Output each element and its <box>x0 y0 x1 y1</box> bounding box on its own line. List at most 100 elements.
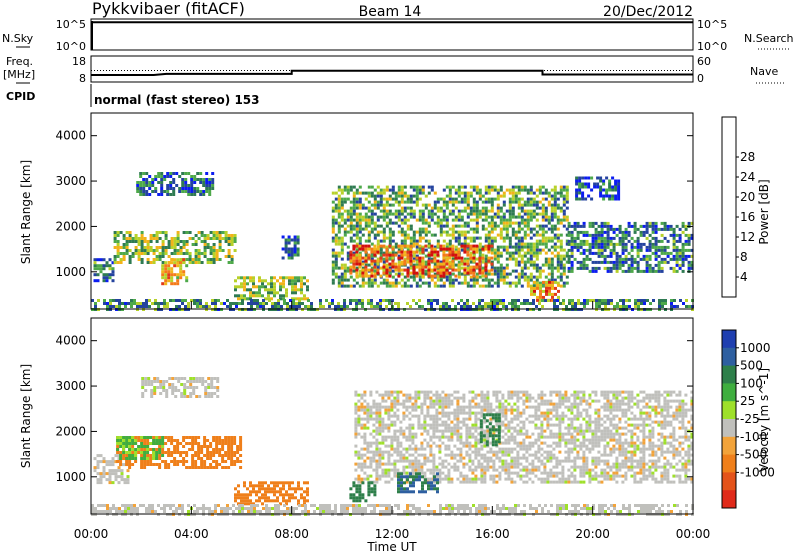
heatmap-cell <box>249 484 252 488</box>
heatmap-cell <box>369 459 373 463</box>
heatmap-cell <box>614 179 618 183</box>
heatmap-cell <box>594 251 598 255</box>
heatmap-cell <box>337 278 341 282</box>
heatmap-cell <box>608 197 612 201</box>
heatmap-cell <box>690 248 694 252</box>
heatmap-cell <box>423 429 427 433</box>
heatmap-cell <box>445 259 449 263</box>
heatmap-cell <box>529 209 533 213</box>
heatmap-cell <box>331 200 335 204</box>
heatmap-cell <box>405 465 409 469</box>
heatmap-cell <box>423 426 427 430</box>
heatmap-cell <box>523 200 527 204</box>
heatmap-cell <box>146 249 150 252</box>
heatmap-cell <box>161 246 165 249</box>
heatmap-cell <box>412 244 416 248</box>
heatmap-cell <box>108 463 112 467</box>
heatmap-cell <box>334 191 338 195</box>
heatmap-cell <box>436 224 440 228</box>
heatmap-cell <box>282 493 285 497</box>
heatmap-cell <box>529 242 533 246</box>
heatmap-cell <box>111 472 115 476</box>
heatmap-cell <box>182 460 186 463</box>
heatmap-cell <box>487 209 491 213</box>
heatmap-cell <box>618 236 622 240</box>
heatmap-cell <box>334 305 337 308</box>
heatmap-cell <box>364 281 368 285</box>
heatmap-cell <box>630 257 634 261</box>
heatmap-cell <box>596 176 600 180</box>
heatmap-cell <box>533 286 536 290</box>
heatmap-cell <box>484 218 488 222</box>
heatmap-cell <box>450 402 454 406</box>
heatmap-cell <box>252 279 255 283</box>
heatmap-cell <box>633 245 637 249</box>
heatmap-cell <box>499 272 503 276</box>
heatmap-cell <box>678 251 682 255</box>
heatmap-cell <box>415 218 419 222</box>
heatmap-cell <box>363 399 367 403</box>
heatmap-cell <box>293 247 297 251</box>
heatmap-cell <box>285 481 288 485</box>
heatmap-cell <box>663 257 667 261</box>
heatmap-cell <box>442 239 446 243</box>
heatmap-cell <box>112 305 115 308</box>
heatmap-cell <box>204 389 208 392</box>
heatmap-cell <box>349 256 353 260</box>
heatmap-cell <box>372 423 376 427</box>
heatmap-cell <box>185 243 189 246</box>
heatmap-cell <box>274 305 277 308</box>
heatmap-cell <box>385 268 389 272</box>
heatmap-cell <box>672 227 676 231</box>
heatmap-cell <box>364 239 368 243</box>
heatmap-cell <box>246 282 249 286</box>
heatmap-cell <box>134 249 138 252</box>
heatmap-cell <box>559 242 563 246</box>
heatmap-cell <box>252 490 255 494</box>
heatmap-cell <box>496 188 500 192</box>
heatmap-cell <box>234 487 237 491</box>
heatmap-cell <box>385 256 389 260</box>
heatmap-cell <box>369 393 373 397</box>
heatmap-cell <box>337 194 341 198</box>
heatmap-cell <box>173 237 177 240</box>
heatmap-cell <box>331 191 335 195</box>
heatmap-cell <box>663 245 667 249</box>
heatmap-cell <box>373 281 377 285</box>
heatmap-cell <box>361 227 365 231</box>
heatmap-cell <box>447 426 451 430</box>
heatmap-cell <box>366 474 370 478</box>
heatmap-cell <box>450 426 454 430</box>
heatmap-cell <box>390 402 394 406</box>
heatmap-cell <box>176 252 180 255</box>
heatmap-cell <box>111 481 115 485</box>
heatmap-cell <box>258 490 261 494</box>
heatmap-cell <box>535 248 539 252</box>
heatmap-cell <box>409 194 413 198</box>
heatmap-cell <box>553 194 557 198</box>
heatmap-cell <box>177 389 181 392</box>
heatmap-cell <box>523 233 527 237</box>
heatmap-cell <box>418 230 422 234</box>
heatmap-cell <box>212 448 216 451</box>
heatmap-cell <box>529 245 533 249</box>
heatmap-cell <box>517 236 521 240</box>
heatmap-cell <box>331 251 335 255</box>
heatmap-cell <box>578 197 582 201</box>
heatmap-cell <box>435 465 439 469</box>
heatmap-cell <box>149 261 153 264</box>
heatmap-cell <box>415 191 419 195</box>
heatmap-cell <box>469 256 473 260</box>
heatmap-cell <box>648 233 652 237</box>
heatmap-cell <box>411 435 415 439</box>
y-tick-label: 3000 <box>55 174 86 188</box>
heatmap-cell <box>429 414 433 418</box>
heatmap-cell <box>445 245 449 249</box>
heatmap-cell <box>172 178 176 181</box>
heatmap-cell <box>499 302 502 305</box>
heatmap-cell <box>484 302 487 305</box>
heatmap-cell <box>457 256 461 260</box>
heatmap-cell <box>355 218 359 222</box>
heatmap-cell <box>352 239 356 243</box>
heatmap-cell <box>403 221 407 225</box>
